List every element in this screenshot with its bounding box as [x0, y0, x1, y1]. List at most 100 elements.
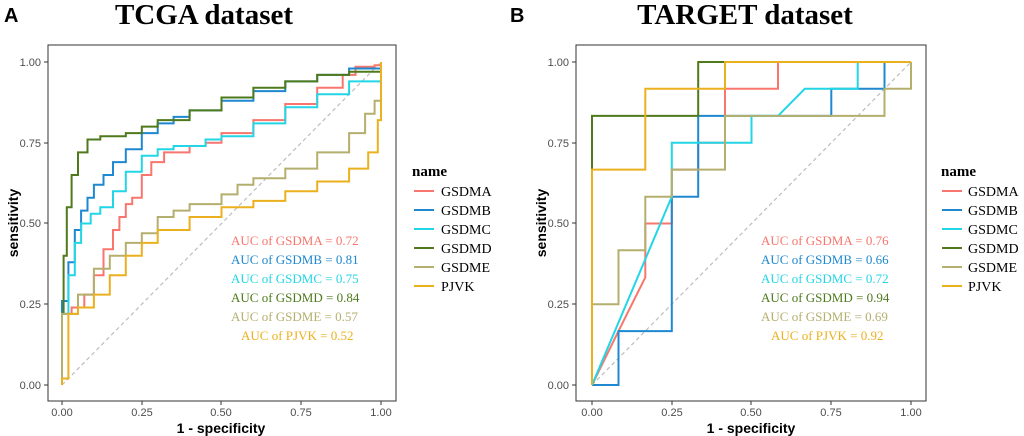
panel-a-auc-annotations: AUC of GSDMA = 0.72 AUC of GSDMB = 0.81 … [231, 233, 360, 343]
panel-b-roc-curve-pjvk [591, 61, 911, 385]
panel-b-y-tick-label: 0.75 [548, 138, 569, 150]
panel-a-roc-curve-gsdma [61, 62, 382, 385]
panel-b-auc-gsdma: AUC of GSDMA = 0.76 [761, 233, 889, 248]
panel-b-x-tick-label: 0.75 [820, 407, 841, 419]
panel-b-y-axis-title: sensitivity [533, 189, 549, 258]
panel-b: B TARGET dataset 0.00 0.25 0.50 0.75 1.0… [510, 0, 1019, 436]
panel-b-auc-annotations: AUC of GSDMA = 0.76 AUC of GSDMB = 0.66 … [761, 233, 890, 343]
auc-value: 0.75 [336, 271, 359, 286]
panel-a-legend-item-gsdmc: GSDMC [414, 223, 491, 238]
panel-b-series [591, 61, 912, 386]
panel-a-roc-curve-gsdmc [61, 62, 382, 385]
auc-text: AUC of GSDME = [231, 309, 335, 324]
panel-b-auc-gsdmd: AUC of GSDMD = 0.94 [761, 290, 890, 305]
panel-b-legend-item-gsdmc: GSDMC [942, 223, 1018, 238]
panel-a-x-axis: 0.00 0.25 0.50 0.75 1.00 [51, 401, 392, 419]
panel-a-letter: A [4, 5, 18, 27]
auc-text: AUC of GSDMB = [761, 252, 866, 267]
panel-a-x-tick-label: 0.50 [210, 407, 231, 419]
panel-b-y-axis: 0.00 0.25 0.50 0.75 1.00 [548, 57, 576, 392]
panel-b-x-tick-label: 0.25 [661, 407, 682, 419]
panel-a-roc-curve-gsdme [61, 62, 382, 385]
panel-a-x-tick-label: 0.25 [131, 407, 152, 419]
panel-a: A TCGA dataset 0.00 0.25 0.50 0.75 1.00 … [4, 0, 492, 436]
legend-label: GSDMD [441, 242, 492, 257]
panel-a-auc-pjvk: AUC of PJVK = 0.52 [241, 328, 353, 343]
panel-b-legend: name GSDMA GSDMB GSDMC GSDMD GSDME [941, 164, 1019, 295]
auc-text: AUC of GSDME = [761, 309, 865, 324]
auc-value: 0.69 [865, 309, 888, 324]
legend-label: GSDMC [968, 223, 1018, 238]
panel-a-y-tick-label: 0.75 [20, 138, 41, 150]
auc-text: AUC of PJVK = [241, 328, 331, 343]
auc-value: 0.72 [866, 271, 889, 286]
panel-b-x-axis-title: 1 - specificity [707, 420, 796, 436]
panel-a-series [61, 62, 382, 385]
legend-label: GSDME [441, 261, 490, 276]
auc-text: AUC of PJVK = [771, 328, 861, 343]
auc-value: 0.72 [336, 233, 359, 248]
panel-b-y-tick-label: 0.00 [548, 380, 569, 392]
panel-b-auc-gsdmc: AUC of GSDMC = 0.72 [761, 271, 889, 286]
auc-value: 0.66 [866, 252, 889, 267]
auc-text: AUC of GSDMD = [761, 290, 867, 305]
legend-label: GSDMC [441, 223, 491, 238]
auc-text: AUC of GSDMA = [761, 233, 866, 248]
panel-a-y-tick-label: 0.50 [20, 218, 41, 230]
panel-b-legend-title: name [941, 164, 976, 180]
panel-a-auc-gsdma: AUC of GSDMA = 0.72 [231, 233, 359, 248]
auc-text: AUC of GSDMC = [231, 271, 336, 286]
auc-value: 0.94 [867, 290, 890, 305]
panel-b-x-tick-label: 0.50 [740, 407, 761, 419]
legend-label: GSDMB [441, 204, 491, 219]
panel-a-title: TCGA dataset [115, 0, 293, 31]
panel-b-legend-item-gsdme: GSDME [942, 261, 1017, 276]
panel-b-legend-item-gsdma: GSDMA [942, 185, 1019, 200]
panel-b-legend-item-gsdmb: GSDMB [942, 204, 1018, 219]
panel-b-plot-area [575, 44, 927, 402]
panel-a-y-axis: 0.00 0.25 0.50 0.75 1.00 [20, 57, 48, 392]
panel-b-legend-item-pjvk: PJVK [942, 280, 1001, 295]
auc-value: 0.92 [861, 328, 884, 343]
panel-a-auc-gsdmd: AUC of GSDMD = 0.84 [231, 290, 360, 305]
legend-label: PJVK [968, 280, 1001, 295]
panel-b-roc-curve-gsdmb [592, 61, 911, 386]
auc-value: 0.52 [331, 328, 354, 343]
panel-b-auc-gsdmb: AUC of GSDMB = 0.66 [761, 252, 889, 267]
panel-a-y-tick-label: 0.00 [20, 380, 41, 392]
panel-a-y-tick-label: 0.25 [20, 299, 41, 311]
panel-a-legend: name GSDMA GSDMB GSDMC GSDMD GSDME [412, 164, 492, 295]
panel-a-auc-gsdmc: AUC of GSDMC = 0.75 [231, 271, 359, 286]
panel-b-auc-gsdme: AUC of GSDME = 0.69 [761, 309, 888, 324]
legend-label: GSDMB [968, 204, 1018, 219]
panel-a-y-axis-title: sensitivity [5, 189, 21, 258]
panel-a-x-tick-label: 1.00 [370, 407, 391, 419]
panel-a-x-tick-label: 0.75 [290, 407, 311, 419]
panel-b-auc-pjvk: AUC of PJVK = 0.92 [771, 328, 883, 343]
panel-b-y-tick-label: 1.00 [548, 57, 569, 69]
auc-value: 0.57 [335, 309, 358, 324]
panel-a-y-tick-label: 1.00 [20, 57, 41, 69]
panel-b-x-tick-label: 0.00 [581, 407, 602, 419]
legend-label: GSDMD [968, 242, 1019, 257]
auc-value: 0.81 [336, 252, 359, 267]
panel-a-auc-gsdmb: AUC of GSDMB = 0.81 [231, 252, 359, 267]
legend-label: GSDMA [968, 185, 1019, 200]
auc-text: AUC of GSDMC = [761, 271, 866, 286]
panel-b-roc-curve-gsdme [591, 62, 912, 385]
panel-a-legend-item-pjvk: PJVK [414, 280, 474, 295]
panel-b-letter: B [510, 5, 524, 27]
panel-a-x-axis-title: 1 - specificity [177, 420, 266, 436]
panel-a-reference-line [61, 61, 382, 386]
panel-a-legend-title: name [412, 164, 447, 180]
panel-a-roc-curve-gsdmd [61, 62, 382, 385]
panel-b-title: TARGET dataset [637, 0, 853, 31]
auc-text: AUC of GSDMB = [231, 252, 336, 267]
panel-a-legend-item-gsdma: GSDMA [414, 185, 492, 200]
panel-a-auc-gsdme: AUC of GSDME = 0.57 [231, 309, 358, 324]
legend-label: GSDME [968, 261, 1017, 276]
panel-a-legend-item-gsdme: GSDME [414, 261, 490, 276]
auc-text: AUC of GSDMD = [231, 290, 337, 305]
legend-label: GSDMA [441, 185, 492, 200]
